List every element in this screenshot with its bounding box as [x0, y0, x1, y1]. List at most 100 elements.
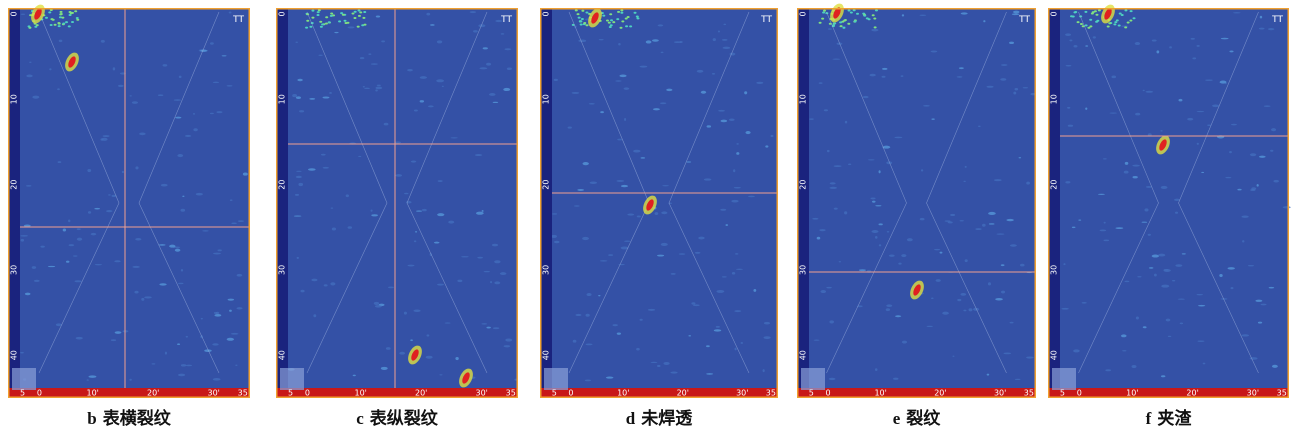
speckle	[395, 141, 401, 143]
speckle	[1248, 265, 1254, 266]
speckle	[817, 237, 821, 240]
speckle	[1000, 78, 1006, 81]
speckle	[325, 16, 328, 18]
speckle	[988, 212, 996, 215]
speckle	[620, 27, 623, 29]
speckle	[49, 68, 51, 70]
speckle	[87, 169, 91, 172]
speckle	[729, 53, 735, 56]
speckle	[866, 17, 869, 19]
speckle	[1113, 23, 1116, 25]
speckle	[809, 118, 814, 119]
speckle	[729, 118, 735, 121]
speckle	[621, 185, 628, 187]
speckle	[1261, 304, 1267, 306]
panel-letter: e	[893, 409, 901, 428]
figure: 0102030405010'20'30'35TTb表横裂纹01020304050…	[0, 0, 1294, 436]
speckle	[878, 223, 882, 225]
speckle	[500, 272, 506, 275]
speckle	[575, 9, 578, 11]
speckle	[95, 264, 102, 265]
speckle	[411, 161, 417, 163]
speckle	[1154, 274, 1157, 277]
speckle	[181, 364, 186, 366]
speckle	[486, 327, 490, 329]
speckle	[130, 95, 132, 96]
speckle	[617, 332, 621, 334]
speckle	[581, 18, 584, 20]
speckle	[329, 92, 332, 94]
speckle	[822, 12, 825, 14]
speckle	[479, 67, 487, 69]
speckle	[386, 347, 391, 350]
speckle	[296, 171, 302, 172]
speckle	[1273, 180, 1279, 183]
speckle	[887, 231, 890, 233]
speckle	[1103, 240, 1109, 242]
speckle	[141, 298, 144, 301]
speckle	[371, 214, 378, 216]
speckle	[590, 181, 597, 184]
speckle	[624, 241, 630, 242]
speckle	[844, 211, 847, 214]
speckle	[330, 12, 333, 14]
speckle	[375, 87, 382, 90]
speckle	[1231, 124, 1237, 126]
depth-ruler	[540, 8, 552, 388]
speckle	[581, 10, 584, 12]
speckle	[200, 50, 208, 52]
speckle	[29, 62, 31, 63]
scan-tick-label: 35	[506, 389, 516, 398]
speckle	[819, 22, 822, 24]
speckle	[834, 165, 842, 167]
speckle	[213, 82, 219, 84]
speckle	[823, 10, 826, 12]
speckle	[1077, 21, 1080, 23]
speckle	[879, 170, 881, 173]
speckle	[652, 39, 659, 41]
speckle	[139, 132, 146, 135]
speckle	[735, 348, 737, 351]
speckle	[965, 259, 968, 262]
speckle	[1272, 365, 1278, 368]
speckle	[1231, 287, 1234, 289]
speckle	[1187, 118, 1193, 121]
scan-tick-label: 20'	[934, 389, 946, 398]
speckle	[158, 94, 163, 96]
speckle	[1180, 323, 1183, 325]
speckle	[952, 356, 954, 357]
speckle	[723, 47, 731, 49]
speckle	[1220, 80, 1227, 83]
speckle	[695, 252, 701, 254]
speckle	[296, 176, 302, 178]
speckle	[620, 12, 623, 14]
speckle	[820, 290, 826, 293]
speckle	[583, 162, 589, 165]
speckle	[634, 12, 637, 14]
speckle	[1156, 50, 1159, 53]
speckle	[316, 14, 319, 16]
speckle	[1072, 227, 1076, 228]
speckle	[610, 19, 613, 21]
speckle	[71, 21, 74, 23]
speckle	[174, 99, 181, 101]
home-button	[280, 368, 304, 390]
speckle	[1145, 91, 1153, 93]
speckle	[237, 307, 243, 309]
speckle	[114, 260, 121, 262]
speckle	[1152, 255, 1159, 258]
speckle	[494, 260, 500, 263]
scan-tick-label: 30'	[736, 389, 748, 398]
speckle	[486, 63, 491, 66]
speckle	[1250, 153, 1256, 156]
speckle	[103, 135, 110, 137]
speckle	[201, 318, 203, 320]
depth-ruler	[8, 8, 20, 388]
speckle	[295, 42, 298, 43]
speckle	[1073, 45, 1077, 48]
speckle	[615, 80, 621, 81]
speckle	[1078, 220, 1081, 221]
speckle	[707, 125, 712, 127]
speckle	[1161, 285, 1169, 288]
speckle	[735, 253, 738, 255]
